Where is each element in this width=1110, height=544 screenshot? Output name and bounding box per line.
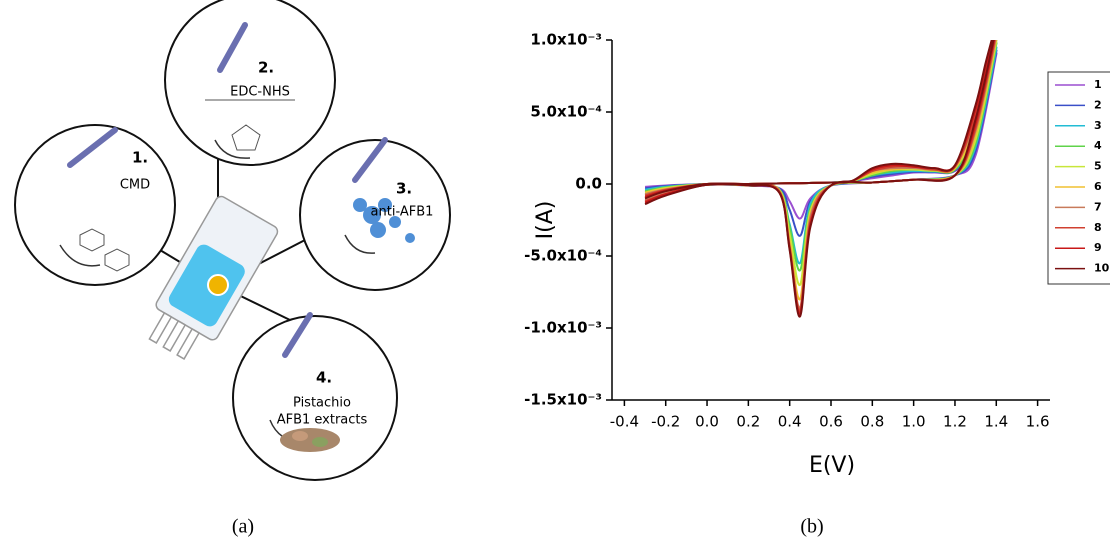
y-tick-label: -1.0x10⁻³ — [524, 319, 602, 337]
legend-label: 5 — [1094, 160, 1102, 173]
step-label: Pistachio — [293, 396, 351, 411]
y-axis-title: I(A) — [533, 201, 558, 240]
molecule — [79, 99, 295, 272]
x-tick-label: 0.8 — [860, 413, 884, 431]
x-tick-label: 1.2 — [943, 413, 967, 431]
step-labels: 1. CMD 2. EDC-NHS 3. anti-AFB1 4. Pistac… — [120, 59, 434, 428]
cv-curve — [644, 40, 998, 301]
cv-curve — [644, 40, 998, 286]
step-label: CMD — [120, 178, 150, 193]
step-number: 1. — [132, 149, 148, 167]
legend-label: 3 — [1094, 119, 1102, 132]
x-tick-label: 0.0 — [695, 413, 719, 431]
step-number: 3. — [396, 180, 412, 198]
cv-curve — [644, 49, 998, 237]
x-tick-label: 1.4 — [984, 413, 1008, 431]
step-label: AFB1 extracts — [277, 413, 368, 428]
x-axis-title: E(V) — [809, 453, 855, 478]
y-tick-label: -5.0x10⁻⁴ — [524, 247, 602, 265]
step-label: anti-AFB1 — [371, 205, 434, 220]
x-tick-label: -0.4 — [610, 413, 639, 431]
legend-label: 7 — [1094, 200, 1102, 213]
y-tick-label: 5.0x10⁻⁴ — [530, 103, 602, 121]
legend-label: 6 — [1094, 180, 1102, 193]
step-number: 4. — [316, 369, 332, 387]
legend-label: 2 — [1094, 98, 1102, 111]
x-tick-label: 0.4 — [778, 413, 802, 431]
cv-curve — [644, 42, 998, 272]
legend-label: 9 — [1094, 241, 1102, 254]
step-number: 2. — [258, 59, 274, 77]
y-tick-label: 0.0 — [575, 175, 602, 193]
x-tick-label: -0.2 — [651, 413, 680, 431]
x-tick-label: 0.6 — [819, 413, 843, 431]
legend-label: 4 — [1094, 139, 1102, 152]
legend-label: 8 — [1094, 221, 1102, 234]
step-label: EDC-NHS — [230, 85, 290, 100]
cv-curve — [644, 40, 995, 318]
cv-curve — [644, 46, 998, 265]
legend-label: 1 — [1094, 78, 1102, 91]
sensor-strip — [148, 195, 279, 360]
y-tick-label: -1.5x10⁻³ — [524, 391, 602, 409]
diagram — [14, 0, 451, 481]
y-tick-label: 1.0x10⁻³ — [530, 31, 602, 49]
panel-caption: (b) — [800, 516, 823, 538]
plot-area — [644, 40, 998, 318]
legend-label: 10 — [1094, 262, 1110, 275]
pistachios — [280, 428, 340, 452]
x-tick-label: 1.6 — [1026, 413, 1050, 431]
x-tick-label: 0.2 — [736, 413, 760, 431]
x-tick-label: 1.0 — [902, 413, 926, 431]
panel-caption: (a) — [232, 516, 254, 538]
antibodies — [353, 198, 415, 243]
